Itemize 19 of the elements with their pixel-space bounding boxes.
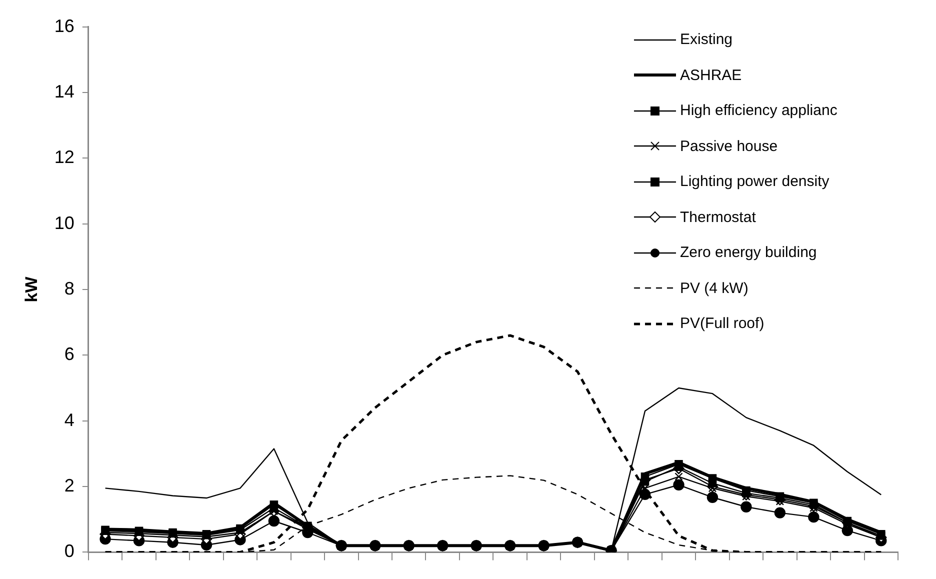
y-tick-label: 6 bbox=[64, 344, 74, 364]
legend-label: High efficiency applianc bbox=[680, 102, 838, 120]
legend-label: Zero energy building bbox=[680, 244, 817, 262]
legend-label: ASHRAE bbox=[680, 66, 742, 84]
legend-label: Passive house bbox=[680, 138, 778, 155]
y-tick-label: 4 bbox=[64, 410, 74, 430]
y-tick-label: 2 bbox=[64, 475, 74, 496]
legend-label: Existing bbox=[680, 31, 733, 48]
y-tick-label: 8 bbox=[64, 278, 74, 298]
legend-label: PV (4 kW) bbox=[680, 280, 748, 297]
y-tick-label: 12 bbox=[54, 147, 74, 168]
y-tick-label: 0 bbox=[64, 541, 74, 562]
y-tick-label: 14 bbox=[54, 81, 74, 102]
legend-label: Lighting power density bbox=[680, 173, 830, 190]
y-tick-label: 16 bbox=[54, 16, 74, 36]
y-axis-title: kW bbox=[22, 276, 41, 302]
legend-label: Thermostat bbox=[680, 208, 756, 226]
legend-label: PV(Full roof) bbox=[680, 315, 764, 332]
y-tick-label: 10 bbox=[54, 212, 74, 233]
